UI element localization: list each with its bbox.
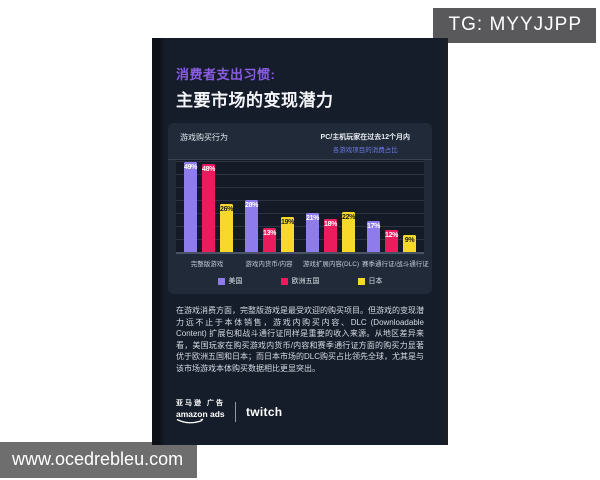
bar: 48% [202,163,216,252]
chart-subtitle-line2: 各游戏项目的消费占比 [332,147,398,154]
legend: 美国 欧洲五国 日本 [168,276,432,286]
category-label: 游戏内货币/内容 [245,261,293,268]
bar-value-label: 26% [220,206,234,214]
body-paragraph: 在游戏消费方面，完整版游戏是最受欢迎的购买项目。但游戏的变现潜力远不止于本体销售… [176,306,425,373]
plot-area: 49% 48% 26% 28% 13% 19% 21% 18% 22% 17% 12% 9% [176,160,424,254]
logo-divider [234,401,236,422]
bar-value-label: 22% [342,213,356,221]
legend-item: 日本 [357,276,383,286]
bar-value-label: 49% [184,163,198,171]
chart-panel: 游戏购买行为 PC/主机玩家在过去12个月内 各游戏项目的消费占比 49% 48%… [168,123,432,294]
bar: 18% [324,218,338,252]
bar: 21% [306,213,319,252]
legend-swatch-icon [357,277,365,285]
bar: 9% [403,235,416,252]
category-labels: 完整版游戏 游戏内货币/内容 游戏扩展内容(DLC) 赛季通行证/战斗通行证 [174,258,429,268]
poster-title-accent: 消费者支出习惯: [176,67,276,82]
poster-card: 消费者支出习惯: 主要市场的变现潜力 游戏购买行为 PC/主机玩家在过去12个月… [152,38,448,445]
bar-value-label: 17% [367,222,381,230]
bar-value-label: 19% [281,219,295,227]
chart-subtitle: PC/主机玩家在过去12个月内 各游戏项目的消费占比 [321,132,410,154]
bar: 26% [220,204,233,252]
chart-header: 游戏购买行为 PC/主机玩家在过去12个月内 各游戏项目的消费占比 [168,123,432,160]
category-label: 游戏扩展内容(DLC) [302,261,360,268]
bar-value-label: 21% [306,215,320,223]
poster-title-main: 主要市场的变现潜力 [176,91,334,110]
tg-badge: TG: MYYJJPP [432,8,596,43]
title-block: 消费者支出习惯: 主要市场的变现潜力 [152,38,448,111]
bar-group: 28% 13% 19% [245,160,294,252]
bar: 22% [342,211,356,252]
legend-item: 美国 [217,276,243,286]
amazon-logo-cn: 亚马逊 广告 [176,400,225,407]
bar-group: 21% 18% 22% [306,160,355,252]
legend-label: 欧洲五国 [291,278,320,285]
legend-swatch-icon [217,277,225,285]
bar: 13% [263,228,276,252]
bar-value-label: 18% [324,220,338,228]
chart-title: 游戏购买行为 [180,133,228,142]
legend-item: 欧洲五国 [280,276,320,286]
bar: 28% [245,200,258,252]
legend-label: 美国 [228,278,243,285]
bar-value-label: 9% [404,237,415,245]
amazon-smile-icon [176,418,204,424]
bar: 17% [367,220,381,252]
bar: 49% [184,161,198,252]
bar-group: 17% 12% 9% [367,160,416,252]
bar: 19% [281,217,294,252]
chart-subtitle-line1: PC/主机玩家在过去12个月内 [320,134,410,141]
footer: 亚马逊 广告 amazon ads twitch [176,398,448,425]
category-label: 完整版游戏 [190,261,224,268]
twitch-logo: twitch [245,404,283,419]
bar-value-label: 13% [263,230,277,238]
bar-group: 49% 48% 26% [184,160,233,252]
bar-value-label: 28% [245,202,259,210]
amazon-logo-en: amazon ads [176,409,225,419]
legend-swatch-icon [280,277,288,285]
bar-value-label: 48% [202,165,216,173]
legend-label: 日本 [368,278,383,285]
category-label: 赛季通行证/战斗通行证 [362,261,429,268]
watermark-badge: www.ocedrebleu.com [0,442,198,478]
bar: 12% [385,229,399,252]
amazon-ads-logo: 亚马逊 广告 amazon ads [176,398,225,425]
bar-value-label: 12% [385,231,399,239]
